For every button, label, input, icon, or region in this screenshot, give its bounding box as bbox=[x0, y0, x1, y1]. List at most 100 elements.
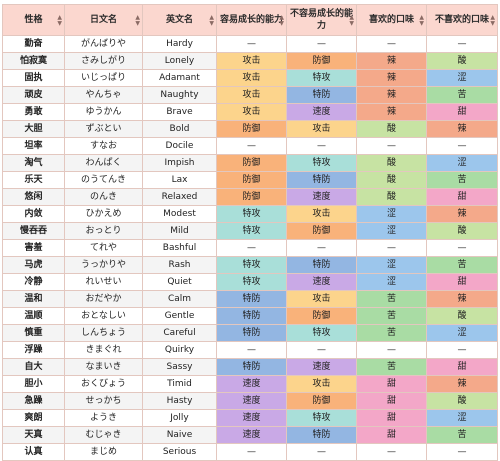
table-row: 勇敢 ゆうかん Brave 攻击 速度辣甜 bbox=[2, 103, 498, 121]
header-lowered-stat[interactable]: 不容易成长的能力 ▲ ▼ bbox=[286, 4, 357, 36]
disliked-flavor-cell: 苦 bbox=[426, 171, 498, 189]
english-name-cell: Bashful bbox=[142, 239, 217, 257]
table-row: 顽皮 やんちゃ Naughty 攻击 特防辣苦 bbox=[2, 86, 498, 104]
english-name-cell: Jolly bbox=[142, 409, 217, 427]
lowered-stat-cell: 特攻 bbox=[286, 69, 357, 87]
table-row: 大胆 ずぶとい Bold 防御 攻击酸辣 bbox=[2, 120, 498, 138]
header-raised-stat[interactable]: 容易成长的能力 ▲ ▼ bbox=[216, 4, 287, 36]
english-name-cell: Gentle bbox=[142, 307, 217, 325]
nature-cell: 勤奋 bbox=[2, 35, 65, 53]
raised-stat-cell: 攻击 bbox=[216, 103, 287, 121]
nature-cell: 浮躁 bbox=[2, 341, 65, 359]
table-row: 慢吞吞 おっとり Mild 特攻 防御涩酸 bbox=[2, 222, 498, 240]
header-label: 容易成长的能力 bbox=[219, 15, 283, 25]
raised-stat-cell: — bbox=[216, 341, 287, 359]
table-row: 冷静 れいせい Quiet 特攻 速度涩甜 bbox=[2, 273, 498, 291]
english-name-cell: Bold bbox=[142, 120, 217, 138]
english-name-cell: Calm bbox=[142, 290, 217, 308]
table-row: 坦率 すなお Docile — — — — bbox=[2, 137, 498, 155]
japanese-name-cell: ずぶとい bbox=[64, 120, 143, 138]
raised-stat-cell: — bbox=[216, 443, 287, 461]
disliked-flavor-cell: — bbox=[426, 341, 498, 359]
raised-stat-cell: 特攻 bbox=[216, 273, 287, 291]
english-name-cell: Adamant bbox=[142, 69, 217, 87]
disliked-flavor-cell: 辣 bbox=[426, 290, 498, 308]
lowered-stat-cell: 攻击 bbox=[286, 375, 357, 393]
japanese-name-cell: れいせい bbox=[64, 273, 143, 291]
header-nature[interactable]: 性格 ▲ ▼ bbox=[2, 4, 65, 36]
japanese-name-cell: なまいき bbox=[64, 358, 143, 376]
disliked-flavor-cell: 苦 bbox=[426, 86, 498, 104]
lowered-stat-cell: 特防 bbox=[286, 86, 357, 104]
nature-cell: 害羞 bbox=[2, 239, 65, 257]
sort-arrows-icon[interactable]: ▲ ▼ bbox=[279, 14, 284, 27]
nature-cell: 勇敢 bbox=[2, 103, 65, 121]
liked-flavor-cell: 酸 bbox=[356, 120, 427, 138]
nature-cell: 大胆 bbox=[2, 120, 65, 138]
header-liked-flavor[interactable]: 喜欢的口味 ▲ ▼ bbox=[356, 4, 427, 36]
nature-cell: 固执 bbox=[2, 69, 65, 87]
disliked-flavor-cell: 酸 bbox=[426, 307, 498, 325]
nature-cell: 自大 bbox=[2, 358, 65, 376]
header-disliked-flavor[interactable]: 不喜欢的口味 ▲ ▼ bbox=[426, 4, 498, 36]
raised-stat-cell: 特攻 bbox=[216, 256, 287, 274]
raised-stat-cell: 防御 bbox=[216, 171, 287, 189]
sort-arrows-icon[interactable]: ▲ ▼ bbox=[209, 14, 214, 27]
table-row: 自大 なまいき Sassy 特防 速度苦甜 bbox=[2, 358, 498, 376]
raised-stat-cell: 速度 bbox=[216, 426, 287, 444]
english-name-cell: Naughty bbox=[142, 86, 217, 104]
raised-stat-cell: 特防 bbox=[216, 307, 287, 325]
liked-flavor-cell: 苦 bbox=[356, 307, 427, 325]
sort-arrows-icon[interactable]: ▲ ▼ bbox=[57, 14, 62, 27]
japanese-name-cell: わんぱく bbox=[64, 154, 143, 172]
disliked-flavor-cell: 涩 bbox=[426, 409, 498, 427]
english-name-cell: Lonely bbox=[142, 52, 217, 70]
raised-stat-cell: — bbox=[216, 35, 287, 53]
nature-cell: 天真 bbox=[2, 426, 65, 444]
raised-stat-cell: 攻击 bbox=[216, 69, 287, 87]
lowered-stat-cell: — bbox=[286, 341, 357, 359]
raised-stat-cell: 速度 bbox=[216, 392, 287, 410]
header-english-name[interactable]: 英文名 ▲ ▼ bbox=[142, 4, 217, 36]
english-name-cell: Serious bbox=[142, 443, 217, 461]
liked-flavor-cell: — bbox=[356, 443, 427, 461]
table-row: 马虎 うっかりや Rash 特攻 特防涩苦 bbox=[2, 256, 498, 274]
disliked-flavor-cell: — bbox=[426, 239, 498, 257]
disliked-flavor-cell: — bbox=[426, 137, 498, 155]
disliked-flavor-cell: 苦 bbox=[426, 426, 498, 444]
sort-arrows-icon[interactable]: ▲ ▼ bbox=[490, 14, 495, 27]
nature-cell: 认真 bbox=[2, 443, 65, 461]
table-row: 温和 おだやか Calm 特防 攻击苦辣 bbox=[2, 290, 498, 308]
header-japanese-name[interactable]: 日文名 ▲ ▼ bbox=[64, 4, 143, 36]
disliked-flavor-cell: 甜 bbox=[426, 188, 498, 206]
nature-cell: 马虎 bbox=[2, 256, 65, 274]
lowered-stat-cell: 防御 bbox=[286, 222, 357, 240]
disliked-flavor-cell: — bbox=[426, 35, 498, 53]
nature-cell: 坦率 bbox=[2, 137, 65, 155]
nature-cell: 温顺 bbox=[2, 307, 65, 325]
table-row: 浮躁 きまぐれ Quirky — — — — bbox=[2, 341, 498, 359]
raised-stat-cell: 特攻 bbox=[216, 222, 287, 240]
japanese-name-cell: うっかりや bbox=[64, 256, 143, 274]
english-name-cell: Hasty bbox=[142, 392, 217, 410]
sort-arrows-icon[interactable]: ▲ ▼ bbox=[419, 14, 424, 27]
lowered-stat-cell: 特防 bbox=[286, 256, 357, 274]
raised-stat-cell: — bbox=[216, 239, 287, 257]
table-row: 淘气 わんぱく Impish 防御 特攻酸涩 bbox=[2, 154, 498, 172]
japanese-name-cell: てれや bbox=[64, 239, 143, 257]
lowered-stat-cell: 防御 bbox=[286, 307, 357, 325]
liked-flavor-cell: — bbox=[356, 35, 427, 53]
sort-arrows-icon[interactable]: ▲ ▼ bbox=[135, 14, 140, 27]
nature-cell: 顽皮 bbox=[2, 86, 65, 104]
disliked-flavor-cell: 甜 bbox=[426, 103, 498, 121]
liked-flavor-cell: 辣 bbox=[356, 69, 427, 87]
japanese-name-cell: さみしがり bbox=[64, 52, 143, 70]
disliked-flavor-cell: 苦 bbox=[426, 256, 498, 274]
nature-cell: 温和 bbox=[2, 290, 65, 308]
nature-cell: 急躁 bbox=[2, 392, 65, 410]
sort-arrows-icon[interactable]: ▲ ▼ bbox=[349, 14, 354, 27]
table-row: 爽朗 ようき Jolly 速度 特攻甜涩 bbox=[2, 409, 498, 427]
raised-stat-cell: 防御 bbox=[216, 154, 287, 172]
lowered-stat-cell: 速度 bbox=[286, 358, 357, 376]
japanese-name-cell: ひかえめ bbox=[64, 205, 143, 223]
